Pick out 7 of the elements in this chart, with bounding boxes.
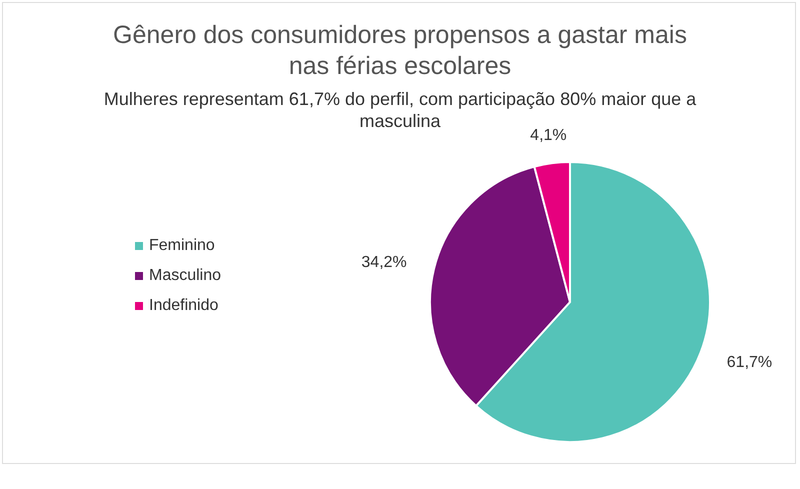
data-label: 61,7%	[726, 354, 772, 371]
legend-label: Masculino	[149, 266, 222, 286]
chart-title: Gênero dos consumidores propensos a gastar mais nas férias escolares	[112, 20, 688, 82]
data-label: 4,1%	[530, 126, 567, 144]
legend-label: Indefinido	[149, 296, 218, 316]
legend-label: Feminino	[149, 236, 215, 256]
data-label: 34,2%	[361, 254, 407, 271]
